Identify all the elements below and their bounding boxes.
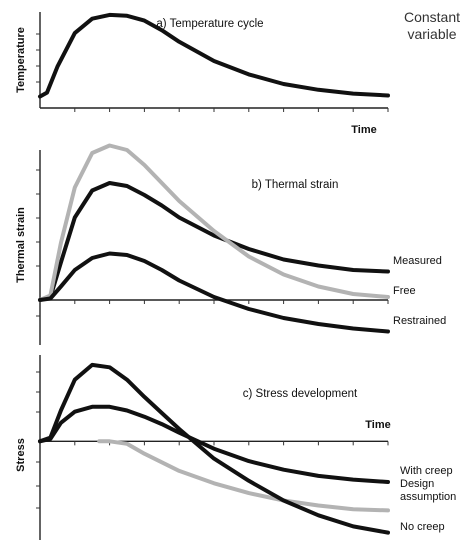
y-axis-label: Temperature [15,27,27,93]
series-line-design-assumption [97,439,390,513]
y-axis-label: Thermal strain [15,207,27,283]
series-line-measured [38,181,390,302]
panel-title: a) Temperature cycle [156,18,263,30]
series-label-free: Free [393,285,416,297]
panel-thermal-strain: Measured Free Restrained b) Thermal strain T… [15,143,446,345]
corner-note-line-2: variable [407,26,456,42]
series-label-design-assumption: Design assumption [400,478,456,503]
panel-title: c) Stress development [243,388,358,400]
series-label-no-creep: No creep [400,521,445,533]
series-line-no-creep [38,362,390,535]
series-label-restrained: Restrained [393,315,446,327]
series-line-restrained [38,251,390,334]
series-line-free [38,143,390,302]
corner-note-line-1: Constant [404,9,460,25]
series-label-with-creep: With creep [400,465,453,477]
series-line-temperature [38,12,390,99]
x-axis-label: Time [365,419,390,431]
panel-temperature-cycle: a) Temperature cycle Time Temperature [15,12,390,136]
y-axis-label: Stress [15,438,27,472]
panel-title: b) Thermal strain [252,179,339,191]
x-axis-label: Time [351,124,376,136]
series-label-measured: Measured [393,255,442,267]
series-line-with-creep [38,404,390,484]
